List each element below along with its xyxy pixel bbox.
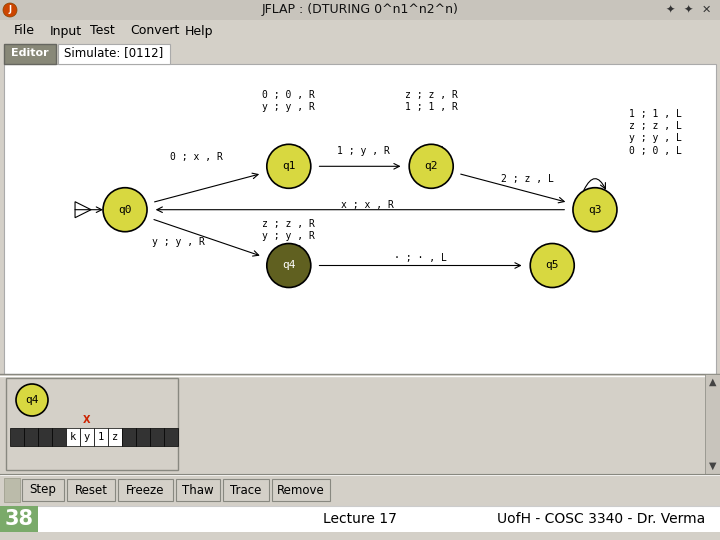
Bar: [0, 506, 720, 532]
Bar: [0, 374, 720, 474]
Text: z ; z , R
1 ; 1 , R: z ; z , R 1 ; 1 , R: [405, 90, 458, 112]
Text: JFLAP : (DTURING 0^n1^n2^n): JFLAP : (DTURING 0^n1^n2^n): [261, 3, 459, 17]
Text: Editor: Editor: [12, 48, 49, 58]
Circle shape: [267, 144, 311, 188]
Bar: [122, 428, 136, 446]
Text: Remove: Remove: [277, 483, 325, 496]
Bar: [0, 0, 720, 20]
Text: Convert: Convert: [130, 24, 179, 37]
Bar: [0, 474, 720, 506]
Text: · ; · , L: · ; · , L: [394, 253, 447, 263]
Circle shape: [573, 188, 617, 232]
Text: Freeze: Freeze: [126, 483, 165, 496]
Circle shape: [409, 144, 453, 188]
Text: Simulate: [0112]: Simulate: [0112]: [64, 46, 163, 59]
Bar: [705, 374, 720, 474]
Bar: [66, 428, 80, 446]
Text: 2 ; z , L: 2 ; z , L: [501, 174, 554, 184]
Text: ▲: ▲: [708, 377, 716, 387]
Bar: [272, 479, 330, 501]
Text: 38: 38: [4, 509, 34, 529]
Text: q4: q4: [25, 395, 39, 405]
Bar: [52, 428, 66, 446]
Bar: [150, 428, 164, 446]
Circle shape: [3, 3, 17, 17]
Text: 1 ; 1 , L
z ; z , L
y ; y , L
0 ; 0 , L: 1 ; 1 , L z ; z , L y ; y , L 0 ; 0 , L: [629, 109, 682, 156]
Text: q4: q4: [282, 260, 295, 271]
Text: ▼: ▼: [708, 461, 716, 471]
Text: k: k: [70, 432, 76, 442]
Text: q5: q5: [546, 260, 559, 271]
Text: y ; y , R: y ; y , R: [152, 237, 205, 247]
Text: z: z: [112, 432, 118, 442]
Bar: [223, 479, 269, 501]
Text: x ; x , R: x ; x , R: [341, 200, 394, 210]
Text: Test: Test: [90, 24, 114, 37]
Bar: [108, 428, 122, 446]
Text: ✦: ✦: [665, 5, 675, 15]
Circle shape: [103, 188, 147, 232]
Text: X: X: [84, 415, 91, 425]
Text: Reset: Reset: [74, 483, 107, 496]
Bar: [67, 479, 115, 501]
Text: 1: 1: [98, 432, 104, 442]
Bar: [0, 506, 38, 532]
Bar: [4, 44, 56, 64]
Text: J: J: [9, 5, 12, 15]
Bar: [94, 428, 108, 446]
Circle shape: [16, 384, 48, 416]
Text: Lecture 17: Lecture 17: [323, 512, 397, 526]
Bar: [176, 479, 220, 501]
Text: q0: q0: [118, 205, 132, 215]
Text: ✕: ✕: [701, 5, 711, 15]
Text: q2: q2: [425, 161, 438, 171]
Bar: [80, 428, 94, 446]
Text: File: File: [14, 24, 35, 37]
Bar: [24, 428, 38, 446]
Bar: [10, 428, 24, 446]
Circle shape: [530, 244, 575, 287]
Text: ✦: ✦: [683, 5, 693, 15]
Text: 0 ; x , R: 0 ; x , R: [170, 152, 222, 162]
Text: Thaw: Thaw: [182, 483, 214, 496]
Bar: [136, 428, 150, 446]
Text: z ; z , R
y ; y , R: z ; z , R y ; y , R: [262, 219, 315, 241]
Bar: [58, 44, 170, 64]
Bar: [0, 42, 720, 64]
Text: q3: q3: [588, 205, 602, 215]
Text: Step: Step: [30, 483, 56, 496]
Text: 0 ; 0 , R
y ; y , R: 0 ; 0 , R y ; y , R: [262, 90, 315, 112]
Bar: [22, 479, 64, 501]
Text: UofH - COSC 3340 - Dr. Verma: UofH - COSC 3340 - Dr. Verma: [497, 512, 705, 526]
Bar: [164, 428, 178, 446]
Bar: [6, 378, 178, 470]
Bar: [0, 20, 720, 42]
Bar: [38, 428, 52, 446]
Text: y: y: [84, 432, 90, 442]
Text: Trace: Trace: [230, 483, 261, 496]
Text: Help: Help: [185, 24, 214, 37]
Bar: [4, 478, 20, 502]
Text: Input: Input: [50, 24, 82, 37]
Bar: [4, 64, 716, 374]
Circle shape: [267, 244, 311, 287]
Text: q1: q1: [282, 161, 295, 171]
Bar: [118, 479, 173, 501]
Text: 1 ; y , R: 1 ; y , R: [337, 146, 390, 156]
